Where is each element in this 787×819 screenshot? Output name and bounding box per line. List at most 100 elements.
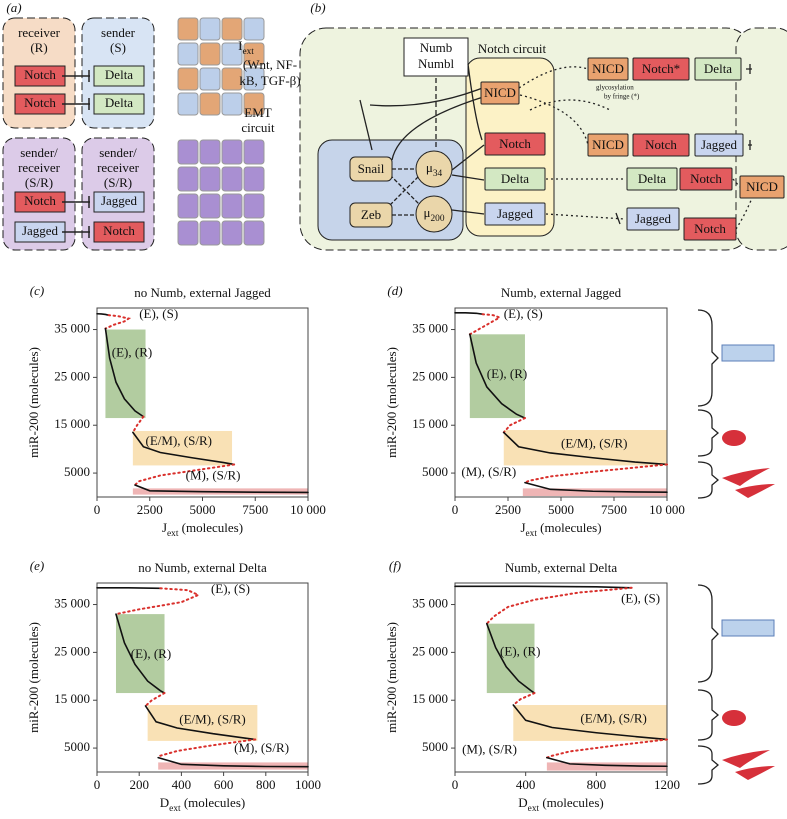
y-axis-label: miR-200 (molecules) <box>26 347 41 458</box>
tissue-cell <box>243 67 265 91</box>
annotation: (M), (S/R) <box>462 741 517 756</box>
stable-branch <box>96 312 110 316</box>
node-box <box>739 175 785 199</box>
stable-branch <box>512 704 668 741</box>
text-part: (molecules) <box>537 520 602 535</box>
circuit-label: circuit <box>241 120 275 135</box>
text-part: I <box>238 38 242 53</box>
chart-title: no Numb, external Delta <box>138 560 267 575</box>
gene-label: Delta <box>105 67 133 82</box>
node-label: Jagged <box>701 137 738 152</box>
gene-box <box>93 93 145 115</box>
circuit-label: Notch circuit <box>478 41 547 56</box>
annotation: (E), (R) <box>131 646 171 661</box>
state-region <box>513 705 667 741</box>
tissue-cell <box>199 67 221 91</box>
arrow <box>389 168 421 216</box>
x-tick-label: 200 <box>129 777 149 792</box>
tissue-cell <box>199 193 221 219</box>
unstable-branch <box>131 415 145 434</box>
tissue-cell <box>243 17 265 41</box>
node-label: NICD <box>592 61 624 76</box>
node-box <box>683 217 737 241</box>
y-tick-label: 35 000 <box>412 321 448 336</box>
x-tick-label: 5000 <box>190 502 216 517</box>
arrow <box>451 144 485 215</box>
plot-frame <box>96 582 309 773</box>
cell-title: (S) <box>110 40 126 55</box>
node-box <box>349 202 393 228</box>
y-tick-label: 5000 <box>422 739 448 754</box>
stable-branch <box>157 756 309 768</box>
node-box <box>484 167 546 191</box>
gene-label: Notch <box>24 193 56 208</box>
text-part: (molecules) <box>181 795 246 810</box>
state-region <box>469 334 525 419</box>
y-tick-label: 25 000 <box>412 643 448 658</box>
bracket <box>697 745 720 785</box>
state-region <box>147 705 258 741</box>
node-box <box>694 57 742 81</box>
subscript: ext <box>242 47 254 57</box>
text-part: (molecules) <box>539 795 604 810</box>
x-tick-label: 0 <box>94 502 101 517</box>
tissue-cell <box>199 17 221 41</box>
annotation: (M), (S/R) <box>461 464 516 479</box>
cell-outline <box>735 27 787 251</box>
subscript: ext <box>526 529 538 539</box>
y-tick-label: 35 000 <box>412 596 448 611</box>
tissue-cell <box>199 42 221 66</box>
y-tick-label: 5000 <box>422 464 448 479</box>
unstable-branch <box>512 692 536 707</box>
cell-title: (R) <box>30 40 47 55</box>
x-tick-label: 0 <box>94 777 101 792</box>
node-label: Jagged <box>635 211 672 226</box>
hybrid-icon <box>722 710 746 726</box>
node-box <box>632 133 690 157</box>
stable-branch <box>454 311 484 316</box>
node-box <box>484 132 546 156</box>
tissue-cell <box>177 193 199 219</box>
unstable-branch <box>545 738 668 759</box>
annotation: (E), (R) <box>112 344 152 359</box>
arrow <box>391 91 501 161</box>
gene-label: Jagged <box>101 193 138 208</box>
panel-label: (d) <box>387 283 402 298</box>
y-tick-label: 15 000 <box>54 691 90 706</box>
subscript: ext <box>167 529 179 539</box>
bracket <box>697 309 719 407</box>
node-box <box>480 81 520 105</box>
annotation: (E), (S) <box>504 306 543 321</box>
gene-box <box>93 191 145 213</box>
bracket <box>697 461 720 499</box>
y-axis-label: miR-200 (molecules) <box>26 622 41 733</box>
phenotype-icons <box>697 309 775 785</box>
text-part: μ <box>426 160 433 175</box>
node-label: Delta <box>704 61 732 76</box>
stable-branch <box>115 613 166 694</box>
tissue-cell <box>221 67 243 91</box>
text-part: D <box>518 795 527 810</box>
unstable-branch <box>502 417 526 434</box>
annotation: (M), (S/R) <box>186 467 241 482</box>
x-tick-label: 7500 <box>242 502 268 517</box>
state-region <box>522 488 667 497</box>
tissue-cell <box>243 166 265 192</box>
stable-branch <box>132 431 235 466</box>
numb-box <box>403 37 469 77</box>
cell-title: sender <box>101 25 136 40</box>
tissue-cell <box>199 139 221 165</box>
cell-title: (S/R) <box>104 175 132 190</box>
unstable-branch <box>144 692 166 707</box>
epithelial-icon <box>721 344 775 362</box>
cell-title: (S/R) <box>25 175 53 190</box>
y-tick-label: 15 000 <box>412 416 448 431</box>
annotation: (E/M), (S/R) <box>179 711 245 726</box>
x-tick-label: 400 <box>516 777 536 792</box>
subscript: ext <box>169 804 181 814</box>
input-label: kB, TGF-β) <box>239 73 300 88</box>
text-part: (molecules) <box>178 520 243 535</box>
unstable-branch <box>133 463 236 487</box>
unstable-branch <box>104 314 132 330</box>
